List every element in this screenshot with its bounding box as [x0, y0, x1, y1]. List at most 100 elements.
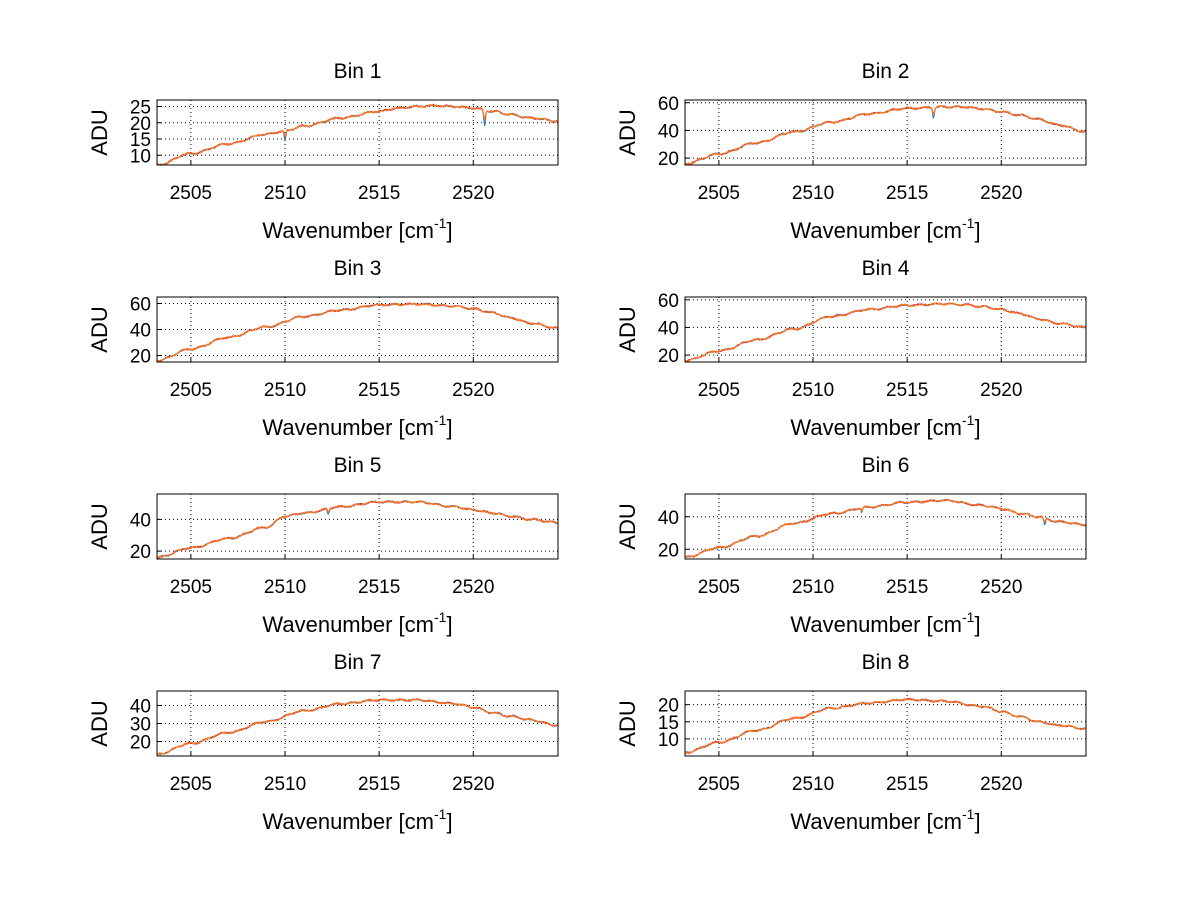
- x-tick-label: 2515: [886, 774, 928, 795]
- subplot-title: Bin 1: [334, 60, 382, 83]
- grid-lines: [685, 494, 1086, 559]
- x-tick-label: 2515: [886, 577, 928, 598]
- subplot-bin-3: Bin 3 2505 2510 2515 2520 20 40 60 Wavenumber [c…: [87, 257, 559, 440]
- x-tick-label: 2510: [792, 577, 834, 598]
- x-tick-label: 2510: [264, 183, 306, 204]
- x-tick-label: 2515: [358, 183, 400, 204]
- grid-lines: [157, 494, 558, 559]
- y-tick-label: 40: [130, 696, 151, 717]
- subplot-bin-5: Bin 5 2505 2510 2515 2520 20 40 Wavenumber [cm-…: [87, 454, 559, 637]
- y-tick-label: 30: [130, 715, 151, 736]
- y-tick-label: 20: [658, 696, 679, 717]
- subplot-title: Bin 8: [862, 651, 910, 674]
- subplot-bin-2: Bin 2 2505 2510 2515 2520 20 40 60 Wavenumber [c…: [615, 60, 1087, 243]
- series-line-3: [157, 302, 558, 362]
- y-tick-label: 20: [130, 114, 151, 135]
- y-tick-label: 40: [130, 321, 151, 342]
- y-tick-label: 20: [130, 733, 151, 754]
- x-tick-label: 2510: [792, 380, 834, 401]
- y-tick-label: 60: [130, 295, 151, 316]
- y-axis-label: ADU: [615, 700, 640, 746]
- grid-lines: [685, 691, 1086, 756]
- y-tick-label: 40: [130, 510, 151, 531]
- y-tick-label: 25: [130, 98, 151, 119]
- axes-box: [684, 493, 1087, 560]
- x-axis-label: Wavenumber [cm-1]: [262, 806, 452, 834]
- y-tick-label: 40: [658, 121, 679, 142]
- axes-box: [684, 296, 1087, 363]
- grid-lines: [157, 100, 558, 165]
- x-tick-label: 2505: [170, 183, 212, 204]
- subplot-title: Bin 3: [334, 257, 382, 280]
- y-axis-label: ADU: [615, 306, 640, 352]
- y-axis-label: ADU: [615, 503, 640, 549]
- x-tick-label: 2515: [358, 577, 400, 598]
- y-tick-label: 60: [658, 94, 679, 115]
- y-tick-label: 40: [658, 318, 679, 339]
- y-tick-label: 20: [130, 542, 151, 563]
- x-tick-label: 2520: [980, 380, 1022, 401]
- x-tick-label: 2520: [980, 577, 1022, 598]
- series-line-3: [157, 500, 558, 559]
- subplot-title: Bin 5: [334, 454, 382, 477]
- subplot-bin-6: Bin 6 2505 2510 2515 2520 20 40 Wavenumber [cm-…: [615, 454, 1087, 637]
- x-tick-label: 2520: [980, 183, 1022, 204]
- subplot-title: Bin 2: [862, 60, 910, 83]
- series-line-3: [685, 698, 1086, 754]
- y-tick-label: 40: [658, 508, 679, 529]
- x-tick-label: 2515: [886, 183, 928, 204]
- axes-box: [156, 493, 559, 560]
- x-tick-label: 2520: [452, 577, 494, 598]
- y-tick-label: 10: [130, 146, 151, 167]
- x-tick-label: 2515: [358, 380, 400, 401]
- y-tick-label: 20: [130, 347, 151, 368]
- y-axis-label: ADU: [615, 109, 640, 155]
- x-axis-label: Wavenumber [cm-1]: [262, 215, 452, 243]
- x-tick-label: 2505: [698, 183, 740, 204]
- x-tick-label: 2505: [698, 577, 740, 598]
- subplot-title: Bin 7: [334, 651, 382, 674]
- y-tick-label: 15: [130, 130, 151, 151]
- grid-lines: [157, 297, 558, 362]
- grid-lines: [685, 297, 1086, 362]
- series-line-3: [685, 105, 1086, 165]
- series-line-3: [685, 302, 1086, 362]
- x-tick-label: 2510: [264, 577, 306, 598]
- y-tick-label: 15: [658, 713, 679, 734]
- x-tick-label: 2520: [980, 774, 1022, 795]
- x-tick-label: 2520: [452, 380, 494, 401]
- series-line-3: [157, 697, 558, 756]
- y-tick-label: 10: [658, 730, 679, 751]
- series-line-3: [685, 498, 1086, 558]
- x-tick-label: 2520: [452, 774, 494, 795]
- y-axis-label: ADU: [87, 306, 112, 352]
- subplot-bin-4: Bin 4 2505 2510 2515 2520 20 40 60 Wavenumber [c…: [615, 257, 1087, 440]
- x-tick-label: 2510: [792, 774, 834, 795]
- grid-lines: [157, 691, 558, 756]
- x-tick-label: 2505: [698, 774, 740, 795]
- axes-box: [684, 99, 1087, 166]
- x-tick-label: 2515: [886, 380, 928, 401]
- series-line-3: [157, 103, 558, 165]
- x-tick-label: 2510: [792, 183, 834, 204]
- x-axis-label: Wavenumber [cm-1]: [790, 215, 980, 243]
- x-tick-label: 2505: [170, 577, 212, 598]
- x-tick-label: 2505: [698, 380, 740, 401]
- subplot-title: Bin 4: [862, 257, 910, 280]
- x-axis-label: Wavenumber [cm-1]: [790, 609, 980, 637]
- y-axis-label: ADU: [87, 503, 112, 549]
- grid-lines: [685, 100, 1086, 165]
- y-tick-label: 20: [658, 540, 679, 561]
- x-axis-label: Wavenumber [cm-1]: [262, 412, 452, 440]
- y-tick-label: 20: [658, 346, 679, 367]
- x-axis-label: Wavenumber [cm-1]: [790, 806, 980, 834]
- x-tick-label: 2510: [264, 380, 306, 401]
- y-tick-label: 20: [658, 149, 679, 170]
- x-tick-label: 2515: [358, 774, 400, 795]
- x-axis-label: Wavenumber [cm-1]: [262, 609, 452, 637]
